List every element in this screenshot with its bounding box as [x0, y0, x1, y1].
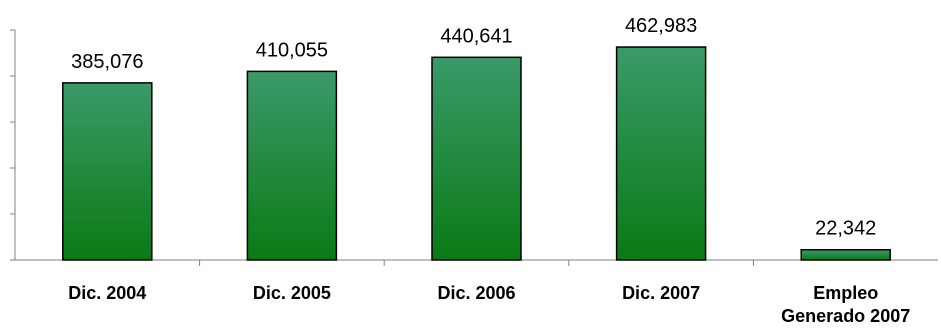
bar	[431, 56, 522, 261]
data-label: 440,641	[440, 25, 512, 47]
x-tick-label: Dic. 2006	[437, 283, 515, 303]
x-tick-label: Generado 2007	[781, 306, 910, 326]
bar	[615, 46, 707, 261]
x-tick-label: Dic. 2007	[622, 283, 700, 303]
x-tick-label: Dic. 2005	[253, 283, 331, 303]
x-tick-label: Empleo	[813, 283, 878, 303]
data-label: 385,076	[71, 51, 143, 73]
data-label: 410,055	[256, 39, 328, 61]
category-labels: Dic. 2004 Dic. 2005 Dic. 2006 Dic. 2007 Empl…	[68, 283, 910, 326]
data-label: 462,983	[625, 15, 697, 37]
value-labels: 385,076 410,055 440,641 462,983 22,342	[71, 15, 876, 240]
bar	[246, 70, 338, 261]
bar	[62, 82, 153, 261]
x-tick-label: Dic. 2004	[68, 283, 146, 303]
bar	[800, 248, 891, 261]
data-label: 22,342	[815, 218, 876, 240]
bars	[62, 46, 891, 261]
